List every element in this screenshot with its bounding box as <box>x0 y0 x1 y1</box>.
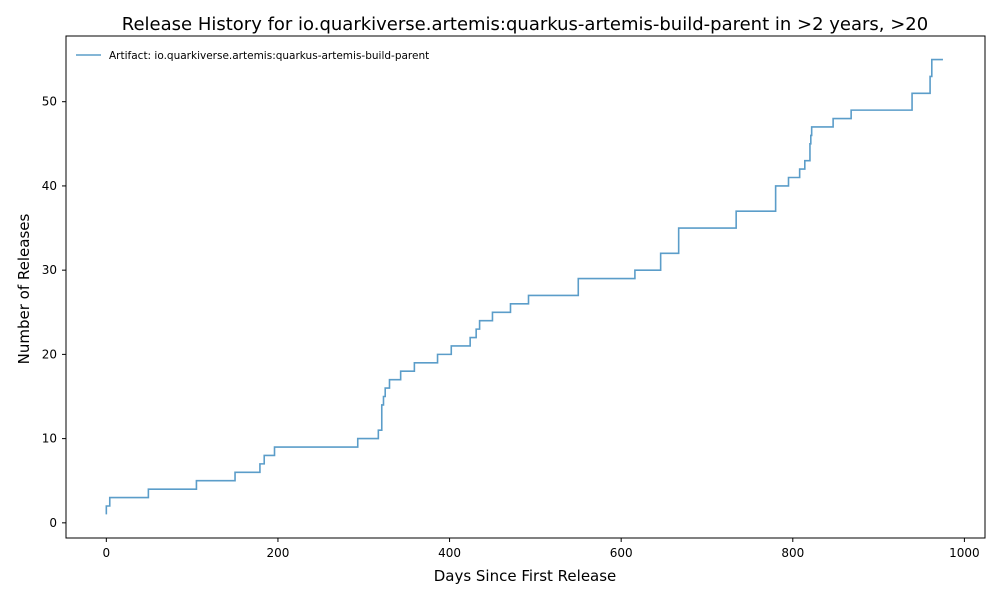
y-tick-label: 30 <box>42 263 57 277</box>
y-tick-label: 50 <box>42 95 57 109</box>
plot-frame <box>65 35 986 539</box>
x-tick-label: 1000 <box>949 546 980 560</box>
x-tick-label: 0 <box>103 546 111 560</box>
y-tick-label: 10 <box>42 432 57 446</box>
y-tick-label: 40 <box>42 179 57 193</box>
chart-title: Release History for io.quarkiverse.artem… <box>122 14 928 35</box>
y-tick-label: 20 <box>42 347 57 361</box>
legend: Artifact: io.quarkiverse.artemis:quarkus… <box>76 50 429 62</box>
x-tick-label: 400 <box>438 546 461 560</box>
series-line <box>105 58 943 515</box>
y-axis-label: Number of Releases <box>15 213 33 364</box>
x-axis-label: Days Since First Release <box>434 567 617 585</box>
x-axis-ticks: 0 200 400 600 800 1000 <box>103 538 980 560</box>
x-tick-label: 800 <box>781 546 804 560</box>
legend-label: Artifact: io.quarkiverse.artemis:quarkus… <box>109 50 429 62</box>
x-tick-label: 200 <box>266 546 289 560</box>
y-tick-label: 0 <box>49 516 57 530</box>
x-tick-label: 600 <box>610 546 633 560</box>
y-axis-ticks: 0 10 20 30 40 50 <box>42 95 66 530</box>
